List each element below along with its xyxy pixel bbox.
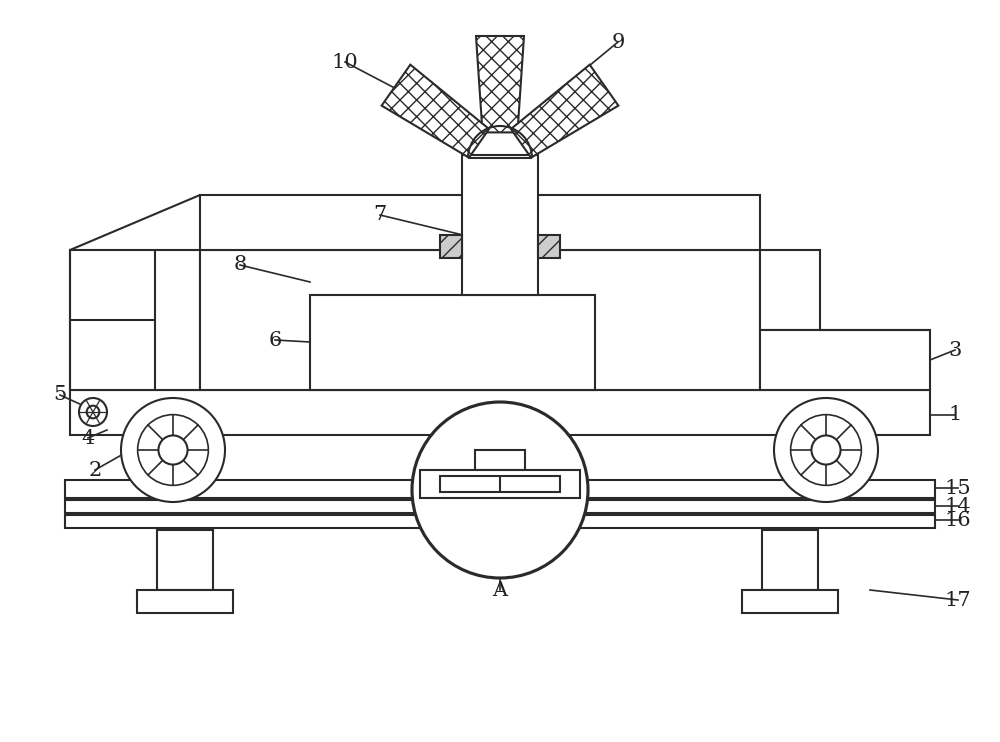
Text: 16: 16 (945, 510, 971, 530)
Circle shape (791, 415, 861, 485)
Bar (476, 435, 524, 480)
Bar (137, 590, 233, 613)
Circle shape (79, 398, 107, 426)
Polygon shape (511, 65, 618, 157)
Text: 1: 1 (948, 405, 962, 424)
Text: 7: 7 (373, 206, 387, 225)
Bar (200, 195, 760, 250)
Circle shape (158, 436, 188, 464)
Text: 5: 5 (53, 386, 67, 404)
Bar (65, 515, 935, 528)
Text: 6: 6 (268, 330, 282, 349)
Text: 10: 10 (332, 53, 358, 71)
Bar (760, 330, 930, 390)
Polygon shape (382, 65, 489, 157)
Bar (538, 235, 560, 258)
Bar (70, 250, 200, 390)
Text: 2: 2 (88, 461, 102, 479)
Bar (440, 235, 462, 258)
Bar (157, 530, 213, 590)
Bar (475, 450, 525, 470)
Text: 8: 8 (233, 255, 247, 275)
Circle shape (811, 436, 841, 464)
Circle shape (774, 398, 878, 502)
Bar (462, 155, 538, 295)
Circle shape (138, 415, 208, 485)
Text: 15: 15 (945, 479, 971, 497)
Bar (420, 470, 580, 498)
Bar (440, 476, 560, 492)
Text: 3: 3 (948, 341, 962, 360)
Circle shape (87, 406, 99, 418)
Circle shape (121, 398, 225, 502)
Text: 17: 17 (945, 591, 971, 609)
Bar (65, 480, 935, 498)
Text: 14: 14 (945, 496, 971, 516)
Text: A: A (492, 580, 508, 600)
Text: 4: 4 (81, 428, 95, 447)
Text: 9: 9 (611, 33, 625, 51)
Bar (70, 390, 930, 435)
Bar (310, 295, 595, 390)
Circle shape (412, 402, 588, 578)
Polygon shape (476, 36, 524, 132)
Bar (65, 500, 935, 513)
Bar (760, 250, 820, 330)
Bar (200, 250, 760, 390)
Bar (762, 530, 818, 590)
Bar (742, 590, 838, 613)
